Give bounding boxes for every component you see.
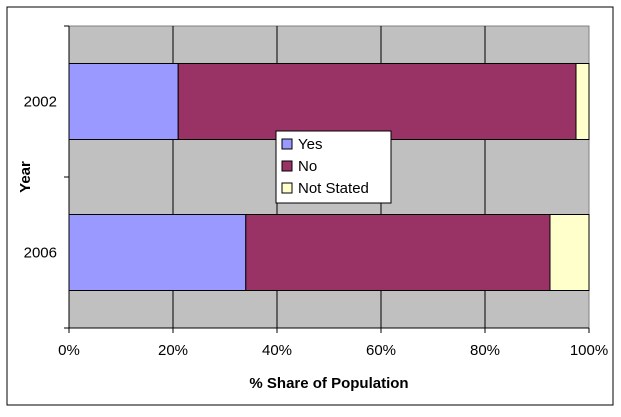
y-tick-label: 2002 <box>24 94 57 111</box>
legend-swatch <box>282 183 292 193</box>
x-tick-label: 80% <box>470 342 500 359</box>
x-tick-label: 100% <box>570 342 608 359</box>
legend: Yes No Not Stated <box>276 131 391 203</box>
x-tick-label: 60% <box>366 342 396 359</box>
bar-not-stated-2006 <box>550 215 589 291</box>
bar-no-2002 <box>178 64 576 140</box>
x-tick-label: 0% <box>58 342 80 359</box>
legend-label: No <box>298 158 317 175</box>
legend-label: Not Stated <box>298 180 369 197</box>
legend-swatch <box>282 161 292 171</box>
x-tick-label: 40% <box>262 342 292 359</box>
bar-yes-2006 <box>69 215 246 291</box>
bar-yes-2002 <box>69 64 178 140</box>
y-tick-label: 2006 <box>24 245 57 262</box>
legend-swatch <box>282 139 292 149</box>
x-tick-label: 20% <box>158 342 188 359</box>
y-axis-title: Year <box>17 161 34 193</box>
bar-not-stated-2002 <box>576 64 589 140</box>
x-axis-title: % Share of Population <box>249 375 408 392</box>
legend-label: Yes <box>298 136 322 153</box>
bar-no-2006 <box>246 215 550 291</box>
